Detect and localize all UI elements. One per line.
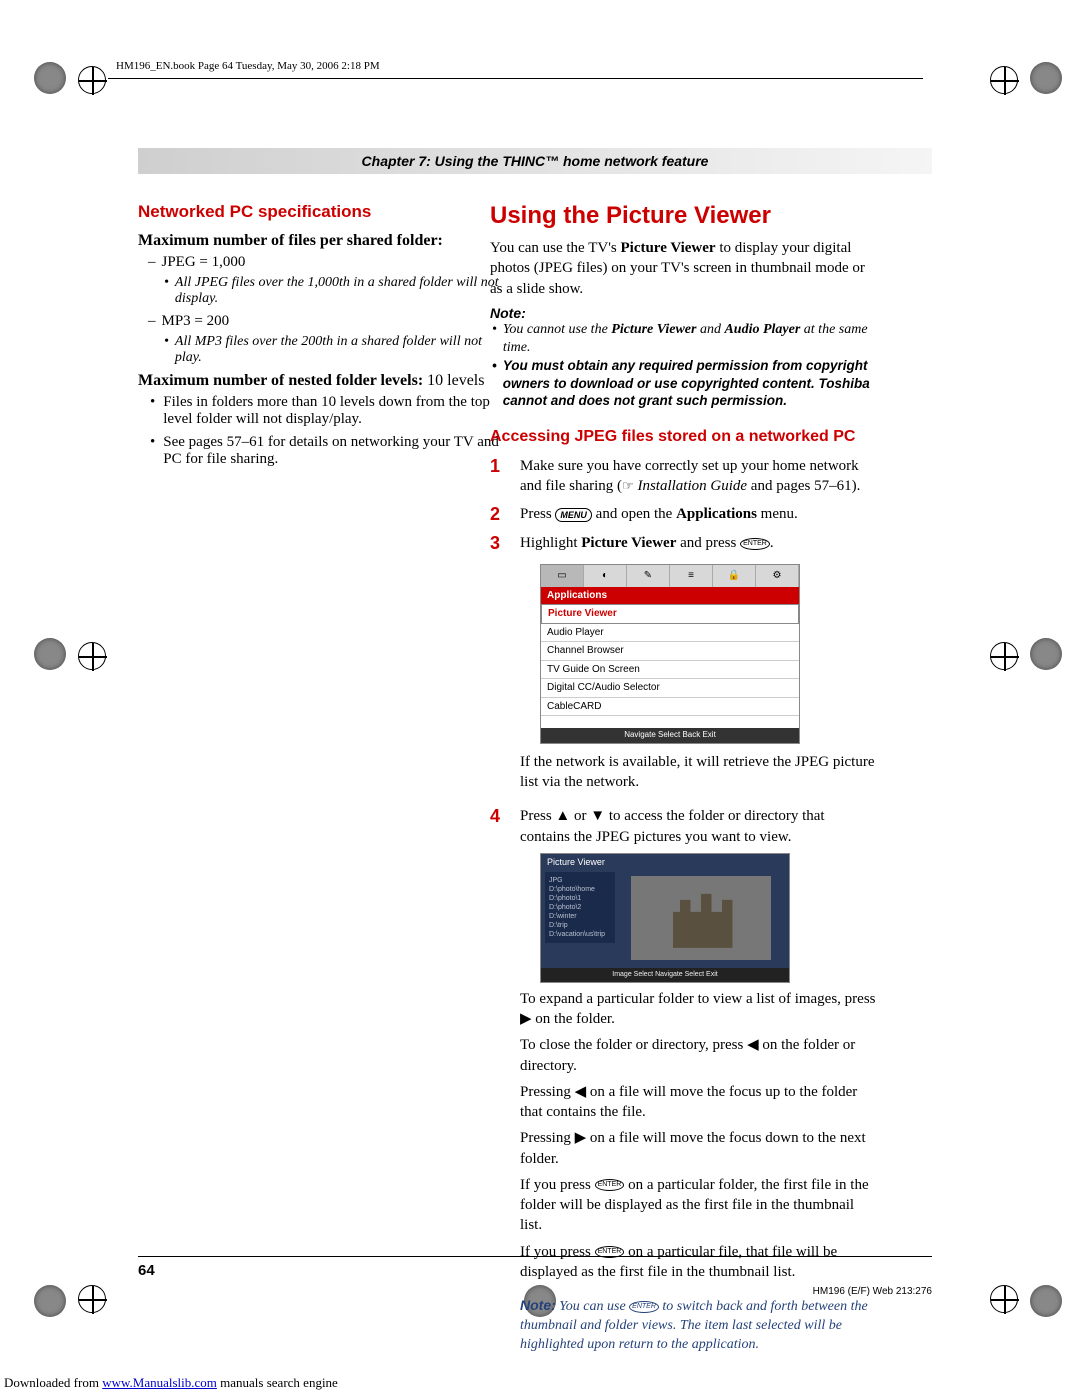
step-1: 1 Make sure you have correctly set up yo… [490,456,876,497]
list-item: –MP3 = 200 [148,313,508,330]
menu-footer: Navigate Select Back Exit [541,728,799,743]
crop-mark [1030,1285,1062,1317]
right-column: Using the Picture Viewer You can use the… [490,202,876,1355]
left-column: Networked PC specifications Maximum numb… [138,202,508,474]
enter-file-text: If you press ENTER on a particular file,… [520,1242,876,1283]
menu-item-selected: Picture Viewer [541,604,799,624]
jpeg-line: JPEG = 1,000 [162,254,246,271]
step-2: 2 Press MENU and open the Applications m… [490,504,876,525]
registration-mark [78,66,106,94]
header-rule [108,78,923,79]
tab-icon: ⚙ [756,565,799,587]
section-heading: Networked PC specifications [138,202,508,222]
tab-icon: ◐ [584,565,627,587]
close-text: To close the folder or directory, press … [520,1035,876,1076]
enter-button-icon: ENTER [595,1179,625,1191]
registration-mark [78,1285,106,1313]
subsection-heading: Accessing JPEG files stored on a network… [490,428,876,446]
step-number: 4 [490,806,506,1288]
crop-mark [34,62,66,94]
list-item: –JPEG = 1,000 [148,254,508,271]
note-bullet-strong: •You must obtain any required permission… [492,357,876,410]
viewer-footer: Image Select Navigate Select Exit [541,968,789,981]
applications-menu-figure: ▭ ◐ ✎ ≡ 🔒 ⚙ Applications Picture Viewer … [540,564,800,744]
picture-viewer-figure: Picture Viewer JPG D:\photo\home D:\phot… [540,853,790,983]
expand-text: To expand a particular folder to view a … [520,989,876,1030]
step-number: 3 [490,533,506,798]
castle-image-icon [666,888,736,948]
blue-note: Note: You can use ENTER to switch back a… [520,1296,876,1355]
step-number: 1 [490,456,506,497]
viewer-sidebar: JPG D:\photo\home D:\photo\1 D:\photo\2 … [545,872,615,944]
enter-button-icon: ENTER [740,538,770,550]
manualslib-link[interactable]: www.Manualslib.com [102,1375,217,1390]
enter-folder-text: If you press ENTER on a particular folde… [520,1175,876,1236]
subheading: Maximum number of files per shared folde… [138,232,508,250]
hand-icon: ☞ [622,478,634,493]
menu-item: Audio Player [541,624,799,643]
menu-button-icon: MENU [555,508,592,522]
step-3: 3 Highlight Picture Viewer and press ENT… [490,533,876,798]
footer-rule [138,1256,932,1257]
crop-mark [34,638,66,670]
sub-bullet: •All JPEG files over the 1,000th in a sh… [164,275,508,307]
chapter-banner: Chapter 7: Using the THINC™ home network… [138,148,932,174]
menu-title: Applications [541,587,799,605]
registration-mark [990,1285,1018,1313]
bullet: •See pages 57–61 for details on networki… [150,434,508,468]
tab-icon: 🔒 [713,565,756,587]
viewer-title: Picture Viewer [541,854,789,870]
note-heading: Note: [490,305,876,321]
page-number: 64 [138,1262,155,1279]
bullet: •Files in folders more than 10 levels do… [150,394,508,428]
footer-doc-id: HM196 (E/F) Web 213:276 [813,1286,932,1297]
crop-mark [1030,638,1062,670]
right-file-text: Pressing ▶ on a file will move the focus… [520,1128,876,1169]
download-footer: Downloaded from www.Manualslib.com manua… [4,1375,338,1391]
enter-button-icon: ENTER [629,1301,659,1313]
running-header: HM196_EN.book Page 64 Tuesday, May 30, 2… [116,60,380,72]
tab-icon: ▭ [541,565,584,587]
subheading-nested: Maximum number of nested folder levels: … [138,372,508,390]
after-menu-text: If the network is available, it will ret… [520,752,876,793]
tab-icon: ≡ [670,565,713,587]
menu-item: Channel Browser [541,642,799,661]
viewer-thumbnail [631,876,771,960]
crop-mark [1030,62,1062,94]
sub-bullet: •All MP3 files over the 200th in a share… [164,334,508,366]
registration-mark [78,642,106,670]
tab-icon: ✎ [627,565,670,587]
note-bullet: • You cannot use the Picture Viewer and … [492,321,876,357]
mp3-line: MP3 = 200 [162,313,230,330]
menu-item: TV Guide On Screen [541,661,799,680]
section-heading: Using the Picture Viewer [490,202,876,230]
registration-mark [990,642,1018,670]
registration-mark [990,66,1018,94]
menu-item: CableCARD [541,698,799,717]
crop-mark [34,1285,66,1317]
left-file-text: Pressing ◀ on a file will move the focus… [520,1082,876,1123]
intro-paragraph: You can use the TV's Picture Viewer to d… [490,238,876,299]
step-number: 2 [490,504,506,525]
menu-item: Digital CC/Audio Selector [541,679,799,698]
step-4: 4 Press ▲ or ▼ to access the folder or d… [490,806,876,1288]
